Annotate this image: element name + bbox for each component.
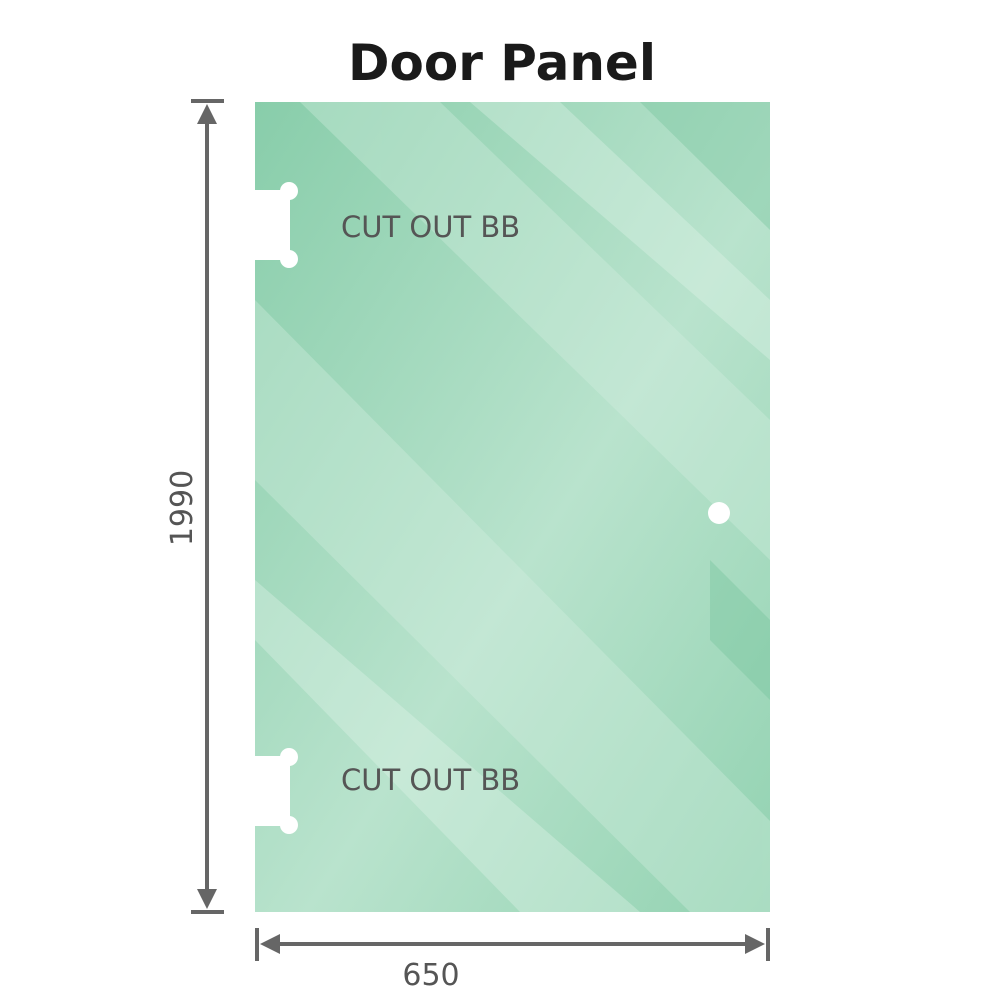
height-dimension-line — [191, 99, 224, 914]
handle-hole — [708, 502, 730, 524]
glass-panel — [250, 102, 770, 912]
diagram-title: Door Panel — [348, 34, 656, 92]
cutout-label-bottom: CUT OUT BB — [341, 763, 520, 797]
width-dimension-line — [255, 928, 770, 961]
width-value: 650 — [402, 958, 459, 993]
cutout-label-top: CUT OUT BB — [341, 210, 520, 244]
cutout-top-notch — [250, 182, 298, 268]
height-value: 1990 — [165, 470, 200, 546]
glass-reflection — [255, 102, 770, 912]
cutout-bottom-notch — [250, 748, 298, 834]
